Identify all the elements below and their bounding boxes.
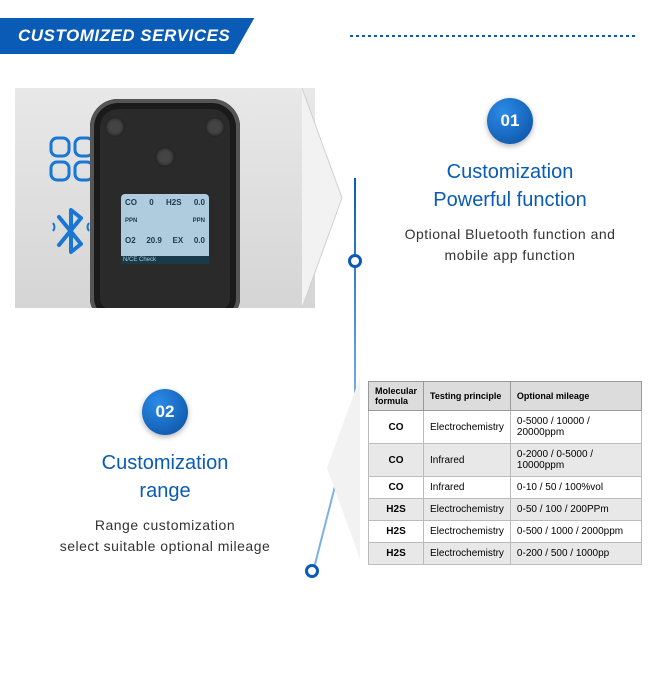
table-header-row: Molecular formula Testing principle Opti… bbox=[369, 382, 642, 411]
th-formula: Molecular formula bbox=[369, 382, 424, 411]
gas-detector-device: CO0H2S0.0 PPNPPN O220.9EX0.0 N/CE Check bbox=[90, 99, 240, 308]
table-row: H2SElectrochemistry0-200 / 500 / 1000pp bbox=[369, 543, 642, 565]
sensor-port bbox=[205, 117, 225, 137]
row-device-feature: CO0H2S0.0 PPNPPN O220.9EX0.0 N/CE Check … bbox=[0, 78, 650, 318]
badge-02: 02 bbox=[142, 389, 188, 435]
badge-01: 01 bbox=[487, 98, 533, 144]
device-lcd-screen: CO0H2S0.0 PPNPPN O220.9EX0.0 N/CE Check bbox=[121, 194, 209, 264]
spec-table-area: Molecular formula Testing principle Opti… bbox=[330, 381, 650, 565]
feature-2-box: 02 Customization range Range customizati… bbox=[0, 389, 330, 557]
feature-2-desc: Range customization select suitable opti… bbox=[28, 515, 302, 557]
table-row: COInfrared0-10 / 50 / 100%vol bbox=[369, 477, 642, 499]
th-mileage: Optional mileage bbox=[510, 382, 641, 411]
sensor-port bbox=[155, 147, 175, 167]
connector-dot bbox=[348, 254, 362, 268]
connector-dot bbox=[305, 564, 319, 578]
feature-1-title: Customization Powerful function bbox=[390, 158, 630, 214]
table-row: COInfrared0-2000 / 0-5000 / 10000ppm bbox=[369, 444, 642, 477]
chevron-left-icon bbox=[318, 377, 364, 559]
header: CUSTOMIZED SERVICES bbox=[0, 0, 650, 54]
sensor-port bbox=[105, 117, 125, 137]
feature-1-desc: Optional Bluetooth function and mobile a… bbox=[390, 224, 630, 266]
table-row: H2SElectrochemistry0-500 / 1000 / 2000pp… bbox=[369, 521, 642, 543]
th-principle: Testing principle bbox=[424, 382, 511, 411]
feature-2-title: Customization range bbox=[28, 449, 302, 505]
row-feature-table: 02 Customization range Range customizati… bbox=[0, 358, 650, 588]
table-row: H2SElectrochemistry0-50 / 100 / 200PPm bbox=[369, 499, 642, 521]
device-background: CO0H2S0.0 PPNPPN O220.9EX0.0 N/CE Check bbox=[15, 88, 315, 308]
header-title: CUSTOMIZED SERVICES bbox=[0, 18, 254, 54]
header-dashed-line bbox=[350, 35, 638, 37]
spec-table: Molecular formula Testing principle Opti… bbox=[368, 381, 642, 565]
device-image-area: CO0H2S0.0 PPNPPN O220.9EX0.0 N/CE Check bbox=[0, 78, 330, 318]
connector-line bbox=[354, 178, 356, 408]
table-row: COElectrochemistry0-5000 / 10000 / 20000… bbox=[369, 411, 642, 444]
feature-1-box: 01 Customization Powerful function Optio… bbox=[330, 78, 650, 318]
